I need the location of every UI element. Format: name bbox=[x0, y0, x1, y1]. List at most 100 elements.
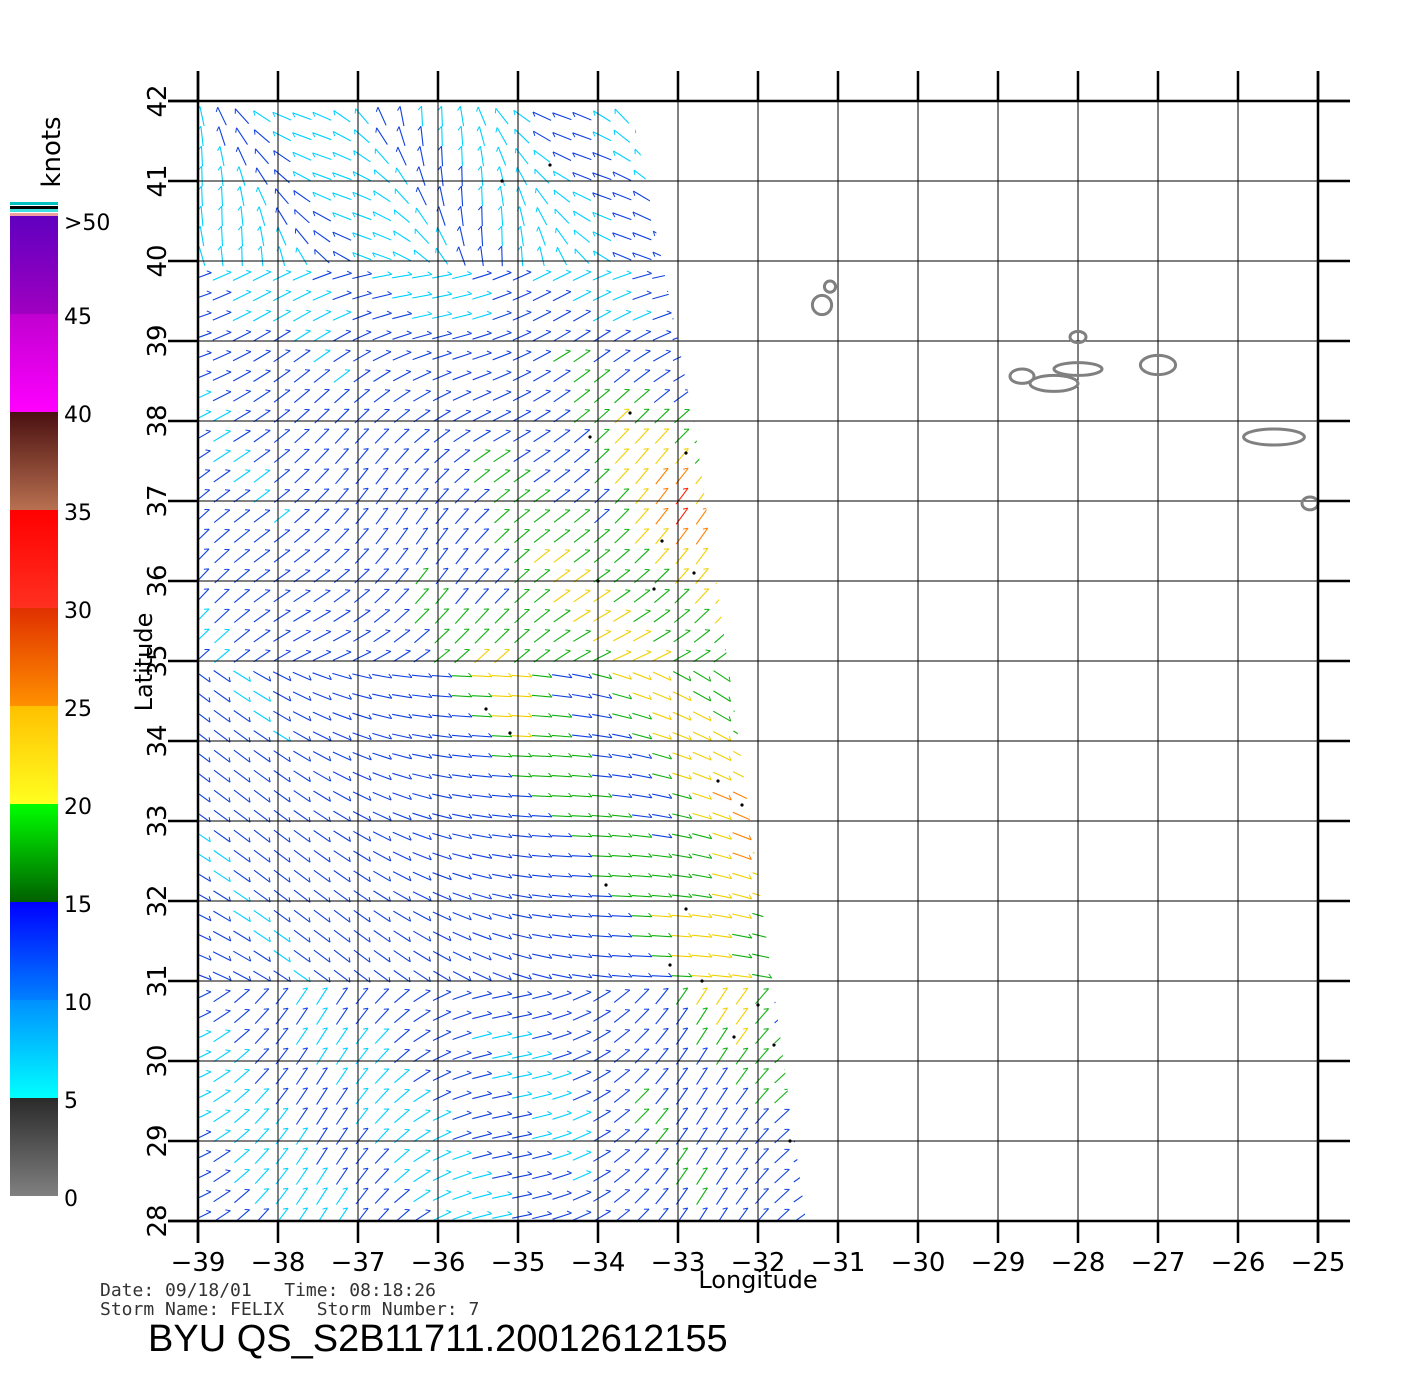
wind-barb bbox=[688, 873, 693, 878]
wind-vector bbox=[552, 151, 572, 161]
wind-vector bbox=[273, 549, 291, 563]
wind-barb bbox=[206, 1209, 212, 1213]
wind-vector bbox=[437, 227, 447, 246]
wind-barb bbox=[746, 330, 752, 335]
wind-vector bbox=[673, 609, 691, 623]
wind-barb bbox=[363, 1167, 369, 1170]
wind-vector bbox=[553, 469, 571, 483]
wind-barb bbox=[265, 429, 271, 431]
wind-barb bbox=[728, 676, 731, 682]
wind-barb bbox=[547, 990, 552, 995]
wind-barb bbox=[728, 736, 732, 742]
wind-barb bbox=[809, 935, 811, 940]
wind-vector bbox=[532, 351, 552, 362]
wind-vector bbox=[441, 106, 443, 127]
rain-flag-dot bbox=[508, 731, 512, 735]
wind-barb bbox=[722, 547, 729, 550]
wind-barb bbox=[487, 1110, 492, 1115]
wind-barb bbox=[403, 448, 409, 450]
wind-vector bbox=[432, 1191, 452, 1201]
wind-barb bbox=[648, 972, 653, 978]
wind-vector bbox=[735, 1087, 749, 1105]
wind-vector bbox=[494, 588, 510, 604]
wind-vector bbox=[571, 855, 593, 858]
wind-barb bbox=[585, 569, 591, 571]
wind-barb bbox=[643, 448, 649, 450]
wind-barb bbox=[568, 752, 573, 758]
wind-vector bbox=[614, 468, 630, 484]
wind-vector bbox=[793, 709, 806, 723]
wind-vector bbox=[316, 1107, 328, 1125]
wind-barb bbox=[495, 127, 498, 133]
wind-vector bbox=[653, 630, 671, 642]
wind-vector bbox=[374, 1028, 390, 1044]
wind-vector bbox=[553, 549, 571, 563]
wind-barb bbox=[285, 329, 291, 332]
wind-barb bbox=[268, 676, 272, 682]
wind-barb bbox=[417, 146, 421, 151]
wind-barb bbox=[566, 1150, 572, 1154]
wind-vector bbox=[592, 734, 612, 739]
wind-vector bbox=[815, 590, 830, 603]
wind-vector bbox=[253, 829, 271, 843]
wind-vector bbox=[732, 974, 752, 979]
wind-barb bbox=[532, 111, 536, 117]
wind-barb bbox=[466, 1090, 472, 1094]
wind-vector bbox=[653, 370, 671, 383]
wind-vector bbox=[293, 529, 311, 544]
wind-vector bbox=[478, 126, 486, 147]
wind-barb bbox=[723, 507, 729, 510]
wind-barb bbox=[468, 753, 473, 758]
colorbar-tick-label: 30 bbox=[64, 599, 92, 624]
wind-vector bbox=[696, 1087, 708, 1105]
wind-vector bbox=[332, 790, 352, 802]
wind-vector bbox=[233, 450, 251, 463]
wind-barb bbox=[477, 246, 482, 251]
wind-vector bbox=[454, 469, 470, 484]
wind-vector bbox=[792, 312, 806, 321]
wind-barb bbox=[363, 467, 369, 470]
wind-barb bbox=[326, 649, 332, 653]
wind-vector bbox=[295, 1027, 309, 1045]
wind-vector bbox=[352, 292, 372, 300]
wind-barb bbox=[687, 291, 693, 295]
wind-vector bbox=[612, 733, 632, 739]
wind-barb bbox=[408, 956, 411, 962]
wind-barb bbox=[547, 1050, 552, 1055]
wind-vector bbox=[352, 693, 372, 700]
wind-barb bbox=[702, 1067, 708, 1070]
wind-vector bbox=[611, 955, 633, 958]
wind-barb bbox=[665, 349, 671, 352]
wind-vector bbox=[716, 1187, 728, 1205]
wind-vector bbox=[332, 330, 352, 342]
wind-barb bbox=[236, 166, 240, 172]
wind-vector bbox=[353, 850, 371, 862]
wind-vector bbox=[773, 770, 791, 783]
wind-barb bbox=[613, 129, 616, 136]
wind-barb bbox=[466, 990, 472, 994]
wind-barb bbox=[352, 232, 356, 238]
wind-barb bbox=[425, 989, 431, 992]
wind-barb bbox=[228, 757, 231, 763]
wind-vector bbox=[240, 206, 244, 227]
wind-barb bbox=[628, 773, 633, 778]
wind-vector bbox=[715, 588, 729, 605]
wind-vector bbox=[651, 914, 673, 918]
rain-flag-dot bbox=[660, 539, 664, 543]
wind-vector bbox=[572, 991, 592, 1001]
wind-vector bbox=[634, 148, 650, 164]
wind-barb bbox=[826, 450, 831, 451]
wind-vector bbox=[198, 1051, 212, 1062]
wind-vector bbox=[335, 488, 349, 505]
wind-barb bbox=[708, 972, 713, 978]
wind-vector bbox=[793, 1049, 806, 1063]
wind-vector bbox=[480, 166, 484, 187]
wind-barb bbox=[646, 310, 652, 313]
wind-barb bbox=[625, 329, 631, 332]
wind-vector bbox=[780, 246, 784, 267]
wind-vector bbox=[814, 851, 831, 862]
wind-vector bbox=[774, 528, 790, 544]
wind-vector bbox=[313, 869, 331, 883]
wind-barb bbox=[748, 973, 753, 978]
wind-vector bbox=[655, 1188, 669, 1205]
